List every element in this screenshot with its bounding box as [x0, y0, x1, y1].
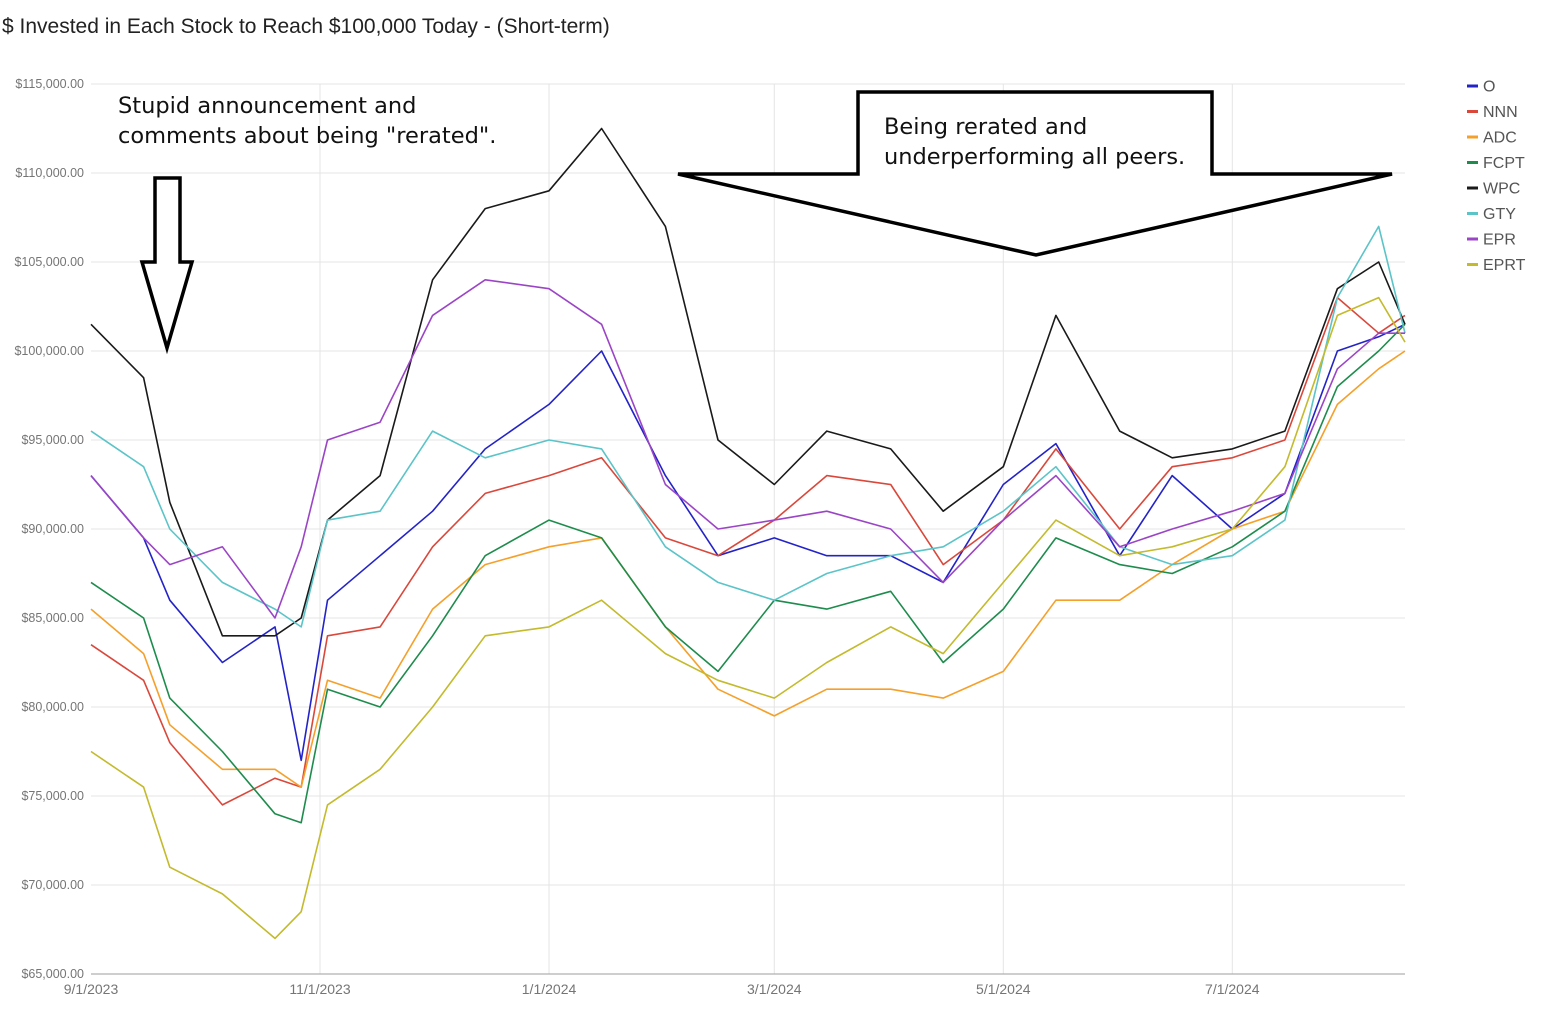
- down-arrow-icon: [139, 176, 195, 355]
- legend-label-gty: GTY: [1483, 206, 1516, 223]
- annotation-rerated-callout: Being rerated and underperforming all pe…: [677, 90, 1393, 257]
- legend-label-fcpt: FCPT: [1483, 155, 1525, 172]
- y-tick-label: $105,000.00: [14, 255, 84, 269]
- legend: O NNN ADC FCPT WPC GTY EPR EPRT: [1467, 79, 1526, 274]
- series-lines: [90, 127, 1406, 940]
- annotation-rerated-line-1: Being rerated and: [884, 114, 1087, 140]
- series-line-fcpt: [90, 323, 1406, 824]
- x-tick-label: 5/1/2024: [976, 981, 1031, 997]
- series-line-wpc: [90, 127, 1406, 637]
- x-tick-label: 11/1/2023: [289, 981, 350, 997]
- y-tick-label: $75,000.00: [21, 789, 84, 803]
- legend-label-nnn: NNN: [1483, 104, 1518, 121]
- x-axis-ticks: 9/1/2023 11/1/2023 1/1/2024 3/1/2024 5/1/202…: [64, 981, 1260, 997]
- y-tick-label: $80,000.00: [21, 700, 84, 714]
- y-tick-label: $100,000.00: [14, 344, 84, 358]
- y-tick-label: $90,000.00: [21, 522, 84, 536]
- x-tick-label: 7/1/2024: [1205, 981, 1260, 997]
- y-tick-label: $95,000.00: [21, 433, 84, 447]
- legend-label-adc: ADC: [1483, 130, 1517, 147]
- annotation-announcement-line-1: Stupid announcement and: [118, 93, 416, 119]
- series-line-nnn: [90, 296, 1406, 806]
- x-tick-label: 3/1/2024: [747, 981, 802, 997]
- annotation-announcement: Stupid announcement and comments about b…: [118, 93, 496, 355]
- y-tick-label: $70,000.00: [21, 878, 84, 892]
- y-tick-label: $65,000.00: [21, 967, 84, 981]
- legend-label-o: O: [1483, 79, 1495, 96]
- series-line-adc: [90, 350, 1406, 788]
- series-line-gty: [90, 225, 1406, 628]
- y-tick-label: $85,000.00: [21, 611, 84, 625]
- y-tick-label: $110,000.00: [15, 166, 84, 180]
- y-tick-label: $115,000.00: [15, 77, 84, 91]
- x-tick-label: 1/1/2024: [522, 981, 577, 997]
- legend-label-eprt: EPRT: [1483, 257, 1526, 274]
- legend-label-wpc: WPC: [1483, 181, 1520, 198]
- series-line-epr: [90, 278, 1405, 619]
- annotation-announcement-line-2: comments about being "rerated".: [118, 123, 496, 149]
- x-tick-label: 9/1/2023: [64, 981, 119, 997]
- series-line-eprt: [90, 296, 1406, 940]
- annotation-rerated-line-2: underperforming all peers.: [884, 144, 1185, 170]
- chart-title: $ Invested in Each Stock to Reach $100,0…: [2, 15, 610, 38]
- y-axis-ticks: $65,000.00 $70,000.00 $75,000.00 $80,000.00…: [14, 77, 84, 981]
- legend-label-epr: EPR: [1483, 232, 1516, 249]
- callout-shape: [677, 90, 1393, 257]
- series-line-o: [90, 323, 1406, 762]
